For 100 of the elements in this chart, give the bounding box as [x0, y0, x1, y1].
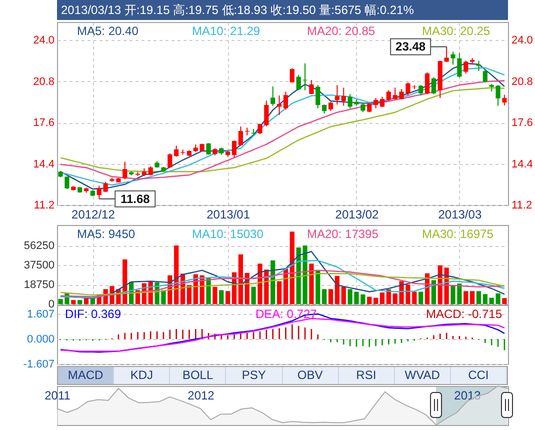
- candlestick: [174, 145, 179, 158]
- candlestick: [283, 91, 288, 110]
- candlestick: [386, 90, 391, 102]
- bar: [212, 286, 218, 304]
- bar: [84, 298, 89, 304]
- x-tick-label: 2012/12: [72, 208, 116, 222]
- bar: [186, 285, 192, 304]
- y-tick-label: 11.2: [34, 200, 54, 212]
- candlestick: [502, 94, 507, 106]
- bar: [431, 280, 436, 304]
- y-tick-label: 24.0: [33, 34, 54, 47]
- bar: [502, 298, 507, 304]
- category-label: RSI: [338, 367, 395, 384]
- candlestick: [450, 51, 456, 66]
- text: MA30: 20.25: [422, 24, 490, 38]
- bar: [309, 264, 314, 304]
- candlestick: [168, 152, 172, 168]
- text: MA5: 9450: [77, 227, 136, 241]
- y2-tick-label: 24.0: [512, 34, 533, 47]
- category-label: MACD: [58, 367, 114, 384]
- bar: [219, 290, 224, 304]
- category-label: PSY: [226, 367, 282, 384]
- text: MA5: 20.40: [77, 24, 139, 38]
- category-label: OBV: [282, 367, 339, 384]
- x-tick-label: 2013: [454, 388, 482, 402]
- bar: [334, 276, 340, 304]
- bar: [71, 300, 76, 304]
- y-tick-label: 18750: [24, 279, 54, 292]
- candlestick: [444, 46, 449, 62]
- candlestick: [482, 69, 488, 84]
- bar: [482, 294, 488, 304]
- candlestick: [276, 94, 282, 116]
- y2-tick-label: 17.6: [512, 117, 533, 130]
- candlestick: [476, 60, 482, 72]
- line-series: [60, 260, 506, 298]
- bar: [290, 232, 294, 304]
- bar: [322, 289, 327, 304]
- text: MA20: 17395: [307, 227, 379, 241]
- bar: [90, 298, 96, 304]
- category-label: KDJ: [114, 367, 170, 384]
- category-label: WVAD: [394, 367, 451, 384]
- y-tick-label: 56250: [24, 240, 54, 252]
- text: MA20: 20.85: [307, 24, 376, 38]
- y-tick-label: 14.4: [33, 158, 54, 170]
- y2-tick-label: 11.2: [512, 200, 532, 212]
- candlestick: [148, 166, 153, 176]
- candlestick: [334, 84, 340, 105]
- bar: [464, 291, 468, 304]
- y-tick-label: 0: [48, 298, 54, 310]
- y-tick-label: -1.607: [23, 358, 54, 370]
- candlestick: [96, 185, 102, 200]
- bar: [78, 300, 82, 304]
- text: MA30: 16975: [422, 227, 494, 241]
- bar: [341, 286, 346, 304]
- bar: [238, 254, 243, 304]
- x-tick-label: 2012: [188, 388, 215, 402]
- candlestick: [457, 52, 462, 78]
- candlestick: [309, 79, 314, 95]
- candlestick: [316, 84, 320, 109]
- annotation: 23.48: [396, 40, 426, 54]
- candlestick: [464, 60, 468, 74]
- bar: [276, 281, 282, 304]
- chart-title: 2013/03/13 开:19.15 高:19.75 低:18.93 收:19.50 量:5675 幅:0.21%: [57, 0, 508, 20]
- candlestick: [431, 76, 436, 95]
- bar: [328, 289, 334, 304]
- candlestick: [360, 102, 366, 113]
- candlestick: [64, 176, 70, 190]
- y-tick-label: 1.607: [26, 308, 54, 321]
- bar: [373, 298, 378, 304]
- x-tick-label: 2013/01: [206, 208, 250, 222]
- candlestick: [367, 102, 372, 113]
- category-label: BOLL: [170, 367, 226, 384]
- y-tick-label: 37500: [24, 260, 54, 272]
- candlestick: [122, 161, 128, 180]
- candlestick: [270, 86, 276, 106]
- candlestick: [328, 101, 334, 112]
- text: MA10: 21.29: [192, 24, 260, 38]
- annotation: 11.68: [120, 192, 150, 206]
- y-tick-label: 0.000: [26, 334, 54, 346]
- bar: [380, 292, 385, 304]
- candlestick: [322, 104, 327, 114]
- bar: [470, 291, 475, 304]
- bar: [476, 291, 482, 304]
- text: DIF: 0.369: [65, 307, 122, 321]
- candlestick: [290, 68, 294, 84]
- candlestick: [418, 84, 424, 96]
- category-label: CCI: [450, 367, 507, 384]
- candlestick: [232, 140, 237, 158]
- candlestick: [424, 72, 430, 95]
- x-tick-label: 2013/02: [335, 208, 379, 222]
- candlestick: [373, 98, 378, 109]
- bar: [367, 296, 372, 304]
- candlestick: [238, 126, 243, 146]
- bar: [418, 292, 424, 304]
- candlestick: [341, 87, 346, 106]
- x-tick-label: 2013/03: [438, 208, 482, 222]
- candlestick: [380, 96, 385, 108]
- bar: [226, 291, 230, 304]
- series-label: MACD: -0.715: [426, 307, 502, 321]
- y2-tick-label: 20.8: [512, 76, 533, 88]
